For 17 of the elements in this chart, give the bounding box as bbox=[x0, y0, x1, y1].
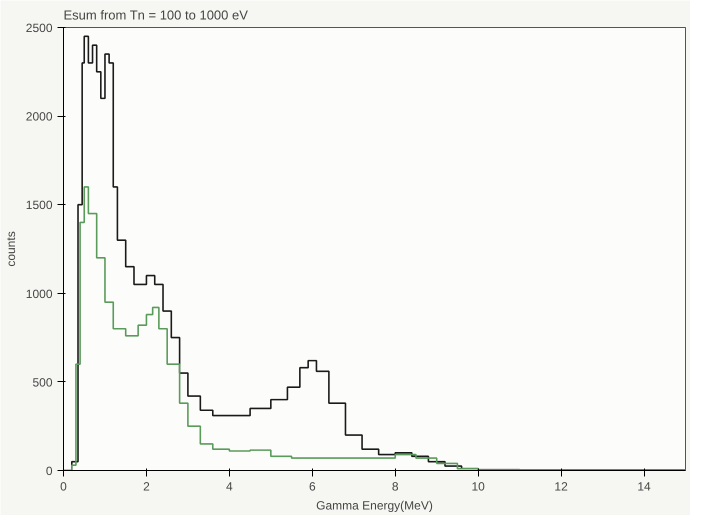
y-tick-label: 500 bbox=[32, 375, 53, 390]
x-tick-label: 8 bbox=[392, 480, 399, 494]
y-tick-label: 1000 bbox=[26, 286, 53, 301]
chart-title: Esum from Tn = 100 to 1000 eV bbox=[64, 8, 248, 22]
x-axis-title: Gamma Energy(MeV) bbox=[316, 498, 433, 512]
x-tick-label: 6 bbox=[308, 480, 316, 494]
x-tick-label: 10 bbox=[471, 480, 486, 494]
y-tick-label: 1500 bbox=[26, 198, 53, 212]
x-tick-label: 2 bbox=[143, 480, 150, 494]
y-tick-label: 2000 bbox=[26, 110, 53, 124]
y-tick-label: 2500 bbox=[26, 21, 53, 35]
x-tick-label: 12 bbox=[554, 480, 568, 494]
y-tick-label: 0 bbox=[46, 464, 53, 478]
y-axis-title: counts bbox=[4, 231, 18, 267]
x-tick-label: 14 bbox=[637, 480, 652, 494]
x-tick-label: 4 bbox=[226, 480, 234, 494]
x-tick-label: 0 bbox=[60, 480, 68, 494]
